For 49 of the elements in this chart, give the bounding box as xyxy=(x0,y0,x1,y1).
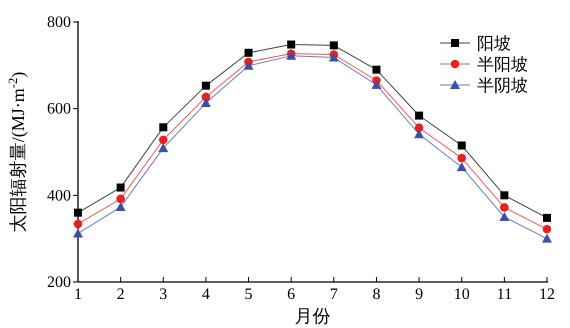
x-tick-label: 11 xyxy=(496,286,512,303)
point xyxy=(116,194,125,204)
point xyxy=(244,48,253,57)
point xyxy=(287,40,296,49)
point xyxy=(158,136,168,144)
point xyxy=(500,191,508,200)
point xyxy=(74,220,82,228)
point xyxy=(202,82,210,90)
x-tick-label: 10 xyxy=(454,286,470,303)
point xyxy=(330,41,338,50)
x-tick-label: 1 xyxy=(74,286,82,303)
point xyxy=(415,112,424,120)
x-tick-label: 12 xyxy=(539,286,555,303)
point xyxy=(499,212,510,221)
x-tick-label: 6 xyxy=(287,286,296,303)
x-axis-title: 月份 xyxy=(294,306,330,326)
x-tick-label: 8 xyxy=(372,286,380,303)
point xyxy=(159,123,168,132)
point xyxy=(371,80,382,89)
point xyxy=(73,228,83,238)
point xyxy=(200,98,211,108)
point xyxy=(372,66,380,74)
x-tick-label: 5 xyxy=(244,286,253,303)
x-tick-label: 7 xyxy=(330,286,338,303)
point xyxy=(158,143,168,152)
point xyxy=(457,154,466,162)
legend-label: 阳坡 xyxy=(477,34,511,53)
point xyxy=(542,224,552,234)
point xyxy=(543,214,551,222)
y-tick-label: 400 xyxy=(47,187,71,204)
legend-label: 半阴坡 xyxy=(477,76,528,95)
point xyxy=(414,129,424,138)
y-tick-label: 800 xyxy=(47,14,71,31)
point xyxy=(500,203,509,212)
x-tick-label: 4 xyxy=(202,286,210,303)
point xyxy=(244,60,254,70)
x-tick-label: 3 xyxy=(159,286,168,303)
x-tick-label: 2 xyxy=(116,286,125,303)
x-tick-label: 9 xyxy=(415,286,424,303)
point xyxy=(458,142,466,150)
point xyxy=(542,234,552,243)
point xyxy=(456,162,467,172)
point xyxy=(74,208,82,217)
legend-label: 半阳坡 xyxy=(477,55,528,74)
y-tick-label: 600 xyxy=(47,100,71,118)
point xyxy=(116,184,125,192)
y-tick-label: 200 xyxy=(47,274,71,291)
point xyxy=(328,52,339,62)
point xyxy=(116,202,126,212)
